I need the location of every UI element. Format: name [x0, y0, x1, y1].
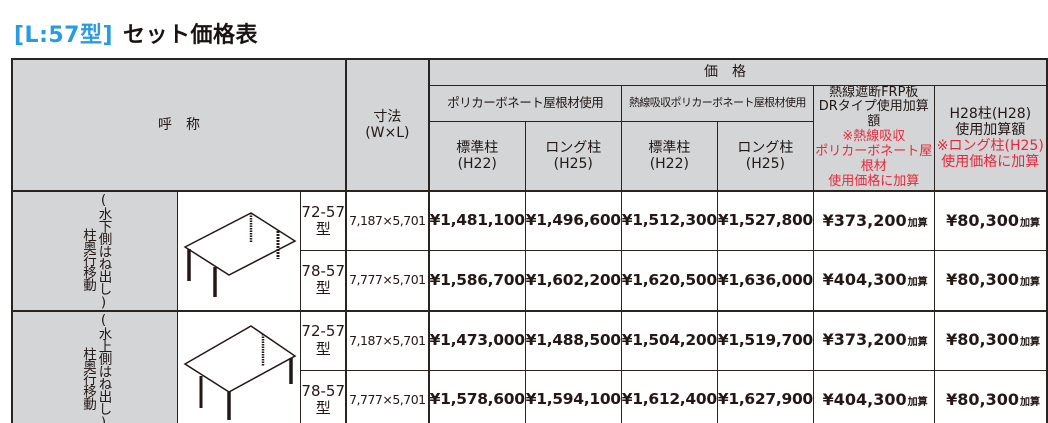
header-heat-long: ロング柱 (H25)	[716, 121, 814, 192]
carport-frame-diagram-upper-side	[176, 309, 302, 423]
long-post-height: (H25)	[745, 156, 786, 173]
price-poly-standard: ¥1,481,100	[428, 190, 526, 252]
header-dimension-sub: (W×L)	[365, 125, 410, 142]
price-table: 呼 称 寸法 (W×L) 価 格 ポリカーボネート屋根材使用 熱線吸収ポリカーボ…	[10, 57, 1048, 423]
h28-add-value: ¥80,300	[946, 330, 1019, 350]
frp-note1: ※熱線吸収	[842, 129, 906, 145]
h28-add-value: ¥80,300	[946, 210, 1019, 230]
model-name: 78-57型	[300, 369, 347, 423]
dimension: 7,187×5,701	[345, 190, 430, 252]
table-row: (水下側はね出し) 柱奥行移動 72-57型 7,187×5,701 ¥1,48…	[11, 190, 1048, 312]
price-heat-long: ¥1,636,000	[716, 250, 814, 312]
frp-add-amount: ¥404,300加算	[812, 250, 935, 312]
add-suffix: 加算	[907, 277, 928, 289]
price-poly-long: ¥1,496,600	[524, 190, 622, 252]
price-poly-standard: ¥1,473,000	[428, 309, 526, 371]
table-row: 78-57型 7,777×5,701 ¥1,586,700 ¥1,602,200…	[12, 250, 1048, 312]
price-heat-standard: ¥1,620,500	[620, 250, 718, 312]
price-poly-standard: ¥1,578,600	[428, 369, 526, 423]
group-label: (水上側はね出し) 柱奥行移動	[11, 309, 178, 423]
price-heat-long: ¥1,527,800	[716, 190, 814, 252]
add-suffix: 加算	[1020, 217, 1040, 229]
standard-post-height: (H22)	[649, 156, 689, 173]
group-label-col2: 柱奥行移動	[80, 347, 96, 410]
model-name: 72-57型	[300, 309, 347, 371]
group-label-col1: (水下側はね出し)	[95, 192, 112, 310]
frp-line1: 熱線遮断FRP板	[829, 85, 919, 100]
price-poly-long: ¥1,602,200	[524, 250, 622, 312]
group-label-col2: 柱奥行移動	[80, 227, 96, 291]
h28-add-amount: ¥80,300加算	[933, 190, 1048, 252]
frp-add-value: ¥373,200	[822, 210, 907, 230]
add-suffix: 加算	[907, 217, 928, 229]
group-label-col1: (水上側はね出し)	[95, 311, 112, 423]
add-suffix: 加算	[907, 337, 928, 349]
header-price-group: 価 格	[428, 58, 1048, 86]
h28-add-amount: ¥80,300加算	[933, 250, 1048, 312]
frp-note2: ポリカーボネート屋根材	[815, 144, 933, 175]
h28-note2: 使用価格に加算	[941, 153, 1040, 170]
h28-note1: ※ロング柱(H25)	[936, 137, 1044, 154]
h28-add-amount: ¥80,300加算	[933, 309, 1048, 371]
long-post-label: ロング柱	[545, 140, 602, 157]
frp-note3: 使用価格に加算	[828, 174, 920, 190]
price-heat-long: ¥1,627,900	[716, 369, 814, 423]
price-heat-standard: ¥1,612,400	[620, 369, 718, 423]
add-suffix: 加算	[1020, 337, 1040, 349]
frp-add-value: ¥373,200	[822, 330, 907, 350]
carport-frame-diagram-lower-side	[176, 190, 302, 312]
price-heat-standard: ¥1,504,200	[620, 309, 718, 371]
dimension: 7,187×5,701	[345, 309, 430, 371]
h28-add-value: ¥80,300	[946, 389, 1019, 409]
title-text: セット価格表	[123, 23, 259, 48]
header-dimension-label: 寸法	[373, 108, 402, 125]
add-suffix: 加算	[1020, 396, 1040, 408]
dimension: 7,777×5,701	[345, 250, 430, 312]
header-heat-poly-group: 熱線吸収ポリカーボネート屋根材使用	[620, 84, 814, 123]
h28-line2: 使用加算額	[955, 121, 1026, 138]
long-post-height: (H25)	[553, 156, 593, 173]
frp-add-amount: ¥373,200加算	[812, 309, 935, 371]
frp-add-value: ¥404,300	[822, 389, 907, 409]
add-suffix: 加算	[1020, 277, 1040, 289]
table-row: (水上側はね出し) 柱奥行移動 72-57型 7,187×5,701 ¥1,47…	[11, 309, 1048, 423]
model-name: 78-57型	[300, 250, 347, 312]
add-suffix: 加算	[907, 396, 928, 408]
standard-post-label: 標準柱	[456, 140, 499, 157]
model-tag: [L:57型]	[14, 23, 114, 48]
standard-post-label: 標準柱	[648, 140, 691, 157]
h28-add-amount: ¥80,300加算	[933, 369, 1048, 423]
header-poly-standard: 標準柱 (H22)	[428, 121, 526, 192]
header-frp-add: 熱線遮断FRP板 DRタイプ使用加算額 ※熱線吸収 ポリカーボネート屋根材 使用…	[812, 84, 935, 192]
header-poly-group: ポリカーボネート屋根材使用	[428, 84, 622, 123]
header-h28-add: H28柱(H28) 使用加算額 ※ロング柱(H25) 使用価格に加算	[933, 84, 1048, 192]
standard-post-height: (H22)	[457, 156, 497, 173]
page-title: [L:57型] セット価格表	[14, 18, 258, 48]
h28-add-value: ¥80,300	[946, 270, 1019, 290]
group-label: (水下側はね出し) 柱奥行移動	[11, 190, 178, 312]
price-heat-standard: ¥1,512,300	[620, 190, 718, 252]
model-name: 72-57型	[300, 190, 347, 252]
frp-add-amount: ¥404,300加算	[812, 369, 935, 423]
price-poly-long: ¥1,594,100	[524, 369, 622, 423]
frp-add-value: ¥404,300	[822, 270, 907, 290]
header-heat-standard: 標準柱 (H22)	[620, 121, 718, 192]
price-heat-long: ¥1,519,700	[716, 309, 814, 371]
frp-add-amount: ¥373,200加算	[812, 190, 935, 252]
dimension: 7,777×5,701	[345, 369, 430, 423]
price-poly-standard: ¥1,586,700	[428, 250, 526, 312]
header-dimension: 寸法 (W×L)	[345, 57, 430, 192]
long-post-label: ロング柱	[737, 140, 794, 157]
header-name: 呼 称	[10, 57, 348, 192]
header-poly-long: ロング柱 (H25)	[524, 121, 622, 192]
table-row: 78-57型 7,777×5,701 ¥1,578,600 ¥1,594,100…	[12, 369, 1048, 423]
price-poly-long: ¥1,488,500	[524, 309, 622, 371]
frp-line2: DRタイプ使用加算額	[818, 99, 929, 130]
h28-line1: H28柱(H28)	[949, 105, 1032, 122]
